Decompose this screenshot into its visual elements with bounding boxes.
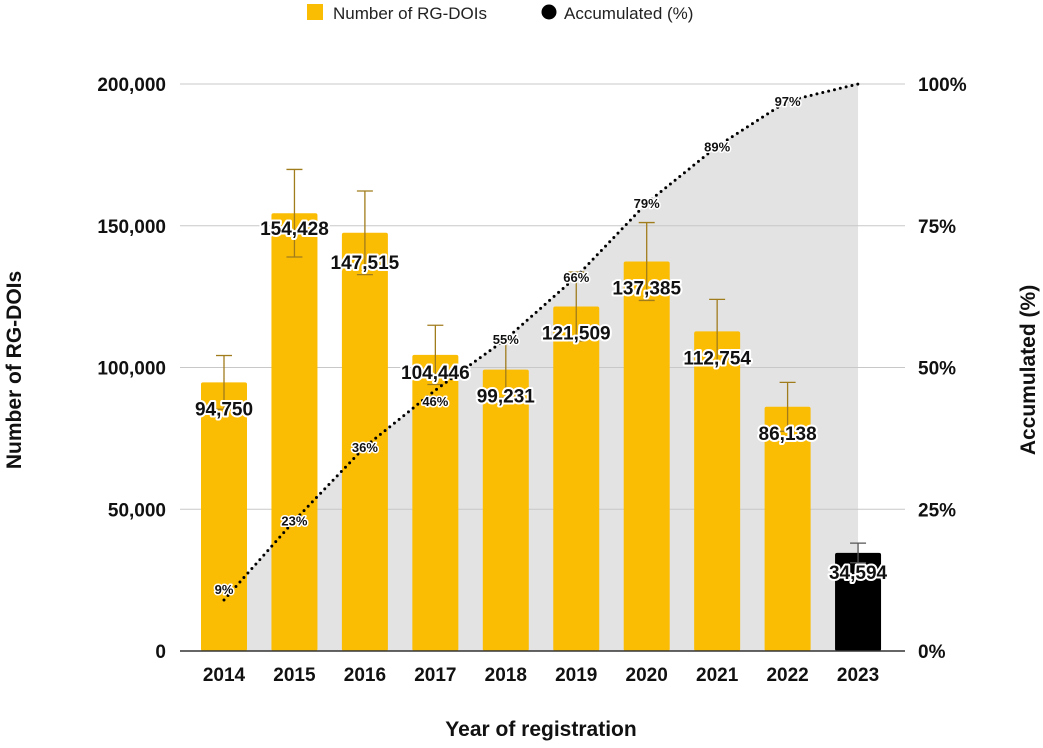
x-tick-label: 2020 <box>626 665 668 686</box>
bar-2014 <box>201 382 247 651</box>
bar-value-label: 154,428 <box>260 219 329 240</box>
accumulated-label: 9% <box>215 582 234 597</box>
x-tick-label: 2016 <box>344 665 386 686</box>
bar-2018 <box>483 370 529 651</box>
y-tick-label: 0 <box>155 642 166 663</box>
bar-2015 <box>271 213 317 651</box>
y2-tick-label: 100% <box>918 75 967 96</box>
bar-2020 <box>624 262 670 651</box>
y2-tick-label: 75% <box>918 217 956 238</box>
x-tick-label: 2018 <box>485 665 527 686</box>
y2-tick-label: 50% <box>918 359 956 380</box>
legend-label-rg-dois: Number of RG-DOIs <box>333 4 487 23</box>
y-axis-title: Number of RG-DOIs <box>3 271 26 469</box>
bar-value-label: 94,750 <box>195 399 253 420</box>
legend: Number of RG-DOIs Accumulated (%) <box>307 4 693 23</box>
accumulated-label: 55% <box>493 332 519 347</box>
x-tick-label: 2021 <box>696 665 739 686</box>
legend-swatch-accumulated <box>542 5 557 20</box>
legend-label-accumulated: Accumulated (%) <box>564 4 693 23</box>
x-axis-title: Year of registration <box>445 718 636 741</box>
y-tick-label: 50,000 <box>108 500 166 521</box>
y-axis-left-ticks: 0 50,000 100,000 150,000 200,000 <box>97 75 166 663</box>
accumulated-label: 36% <box>352 440 378 455</box>
y-axis-right-ticks: 0% 25% 50% 75% 100% <box>918 75 967 663</box>
x-tick-label: 2023 <box>837 665 879 686</box>
x-tick-label: 2022 <box>766 665 808 686</box>
bar-value-label: 34,594 <box>829 563 888 584</box>
x-tick-label: 2017 <box>414 665 456 686</box>
legend-swatch-rg-dois <box>307 4 323 20</box>
bar-value-label: 112,754 <box>683 348 751 369</box>
y2-tick-label: 0% <box>918 642 946 663</box>
accumulated-label: 89% <box>704 139 730 154</box>
bar-value-label: 121,509 <box>542 324 611 345</box>
x-tick-label: 2014 <box>203 665 246 686</box>
bar-value-label: 147,515 <box>331 253 400 274</box>
x-tick-label: 2015 <box>273 665 316 686</box>
bar-value-label: 137,385 <box>612 279 681 300</box>
accumulated-label: 66% <box>563 270 589 285</box>
bar-value-label: 86,138 <box>759 424 817 445</box>
y2-axis-title: Accumulated (%) <box>1017 285 1040 455</box>
bar-2021 <box>694 331 740 651</box>
y2-tick-label: 25% <box>918 500 956 521</box>
x-axis-ticks: 2014 2015 2016 2017 2018 2019 2020 2021 2022 2023 <box>203 665 879 686</box>
y-tick-label: 100,000 <box>97 359 166 380</box>
accumulated-label: 46% <box>422 394 448 409</box>
x-tick-label: 2019 <box>555 665 597 686</box>
y-tick-label: 200,000 <box>97 75 166 96</box>
bar-value-label: 104,446 <box>401 363 470 384</box>
bar-value-label: 99,231 <box>477 387 536 408</box>
accumulated-label: 79% <box>634 196 660 211</box>
bar-2019 <box>553 307 599 651</box>
y-tick-label: 150,000 <box>97 217 166 238</box>
accumulated-label: 23% <box>281 514 307 529</box>
accumulated-label: 97% <box>775 94 801 109</box>
